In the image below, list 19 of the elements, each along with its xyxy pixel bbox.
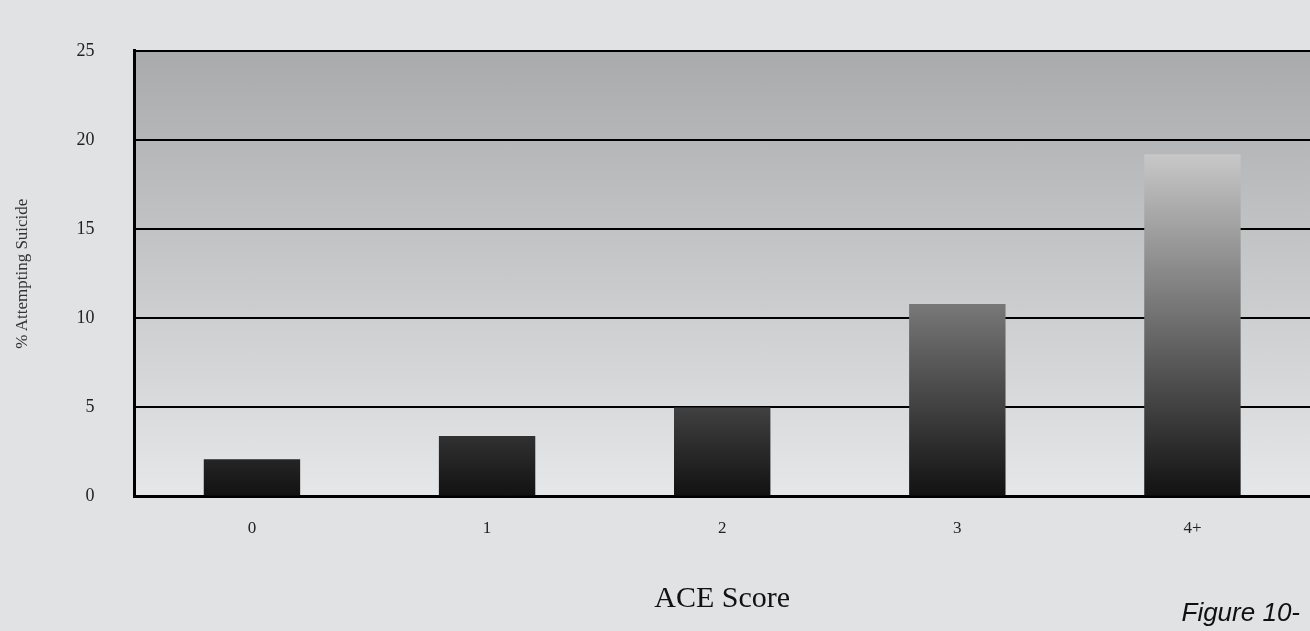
x-tick-label: 4+ [1183, 518, 1202, 538]
y-tick-label: 0 [85, 485, 95, 506]
y-tick-label: 25 [76, 39, 95, 60]
x-axis-title: ACE Score [654, 579, 791, 613]
y-tick-label: 15 [76, 217, 95, 238]
bar [674, 407, 771, 496]
caption: Figure 10- [1181, 597, 1301, 628]
x-tick-label: 3 [953, 518, 962, 538]
bar [1144, 154, 1241, 496]
x-tick-label: 1 [482, 518, 492, 538]
y-tick-label: 10 [76, 307, 95, 328]
bar [909, 304, 1006, 496]
y-tick-label: 20 [76, 128, 95, 149]
x-tick-label: 0 [247, 518, 257, 538]
y-tick-label: 5 [85, 396, 95, 417]
bar [438, 435, 536, 496]
y-axis-title: % Attempting Suicide [11, 198, 31, 349]
bar [203, 459, 301, 496]
x-tick-label: 2 [717, 518, 727, 538]
